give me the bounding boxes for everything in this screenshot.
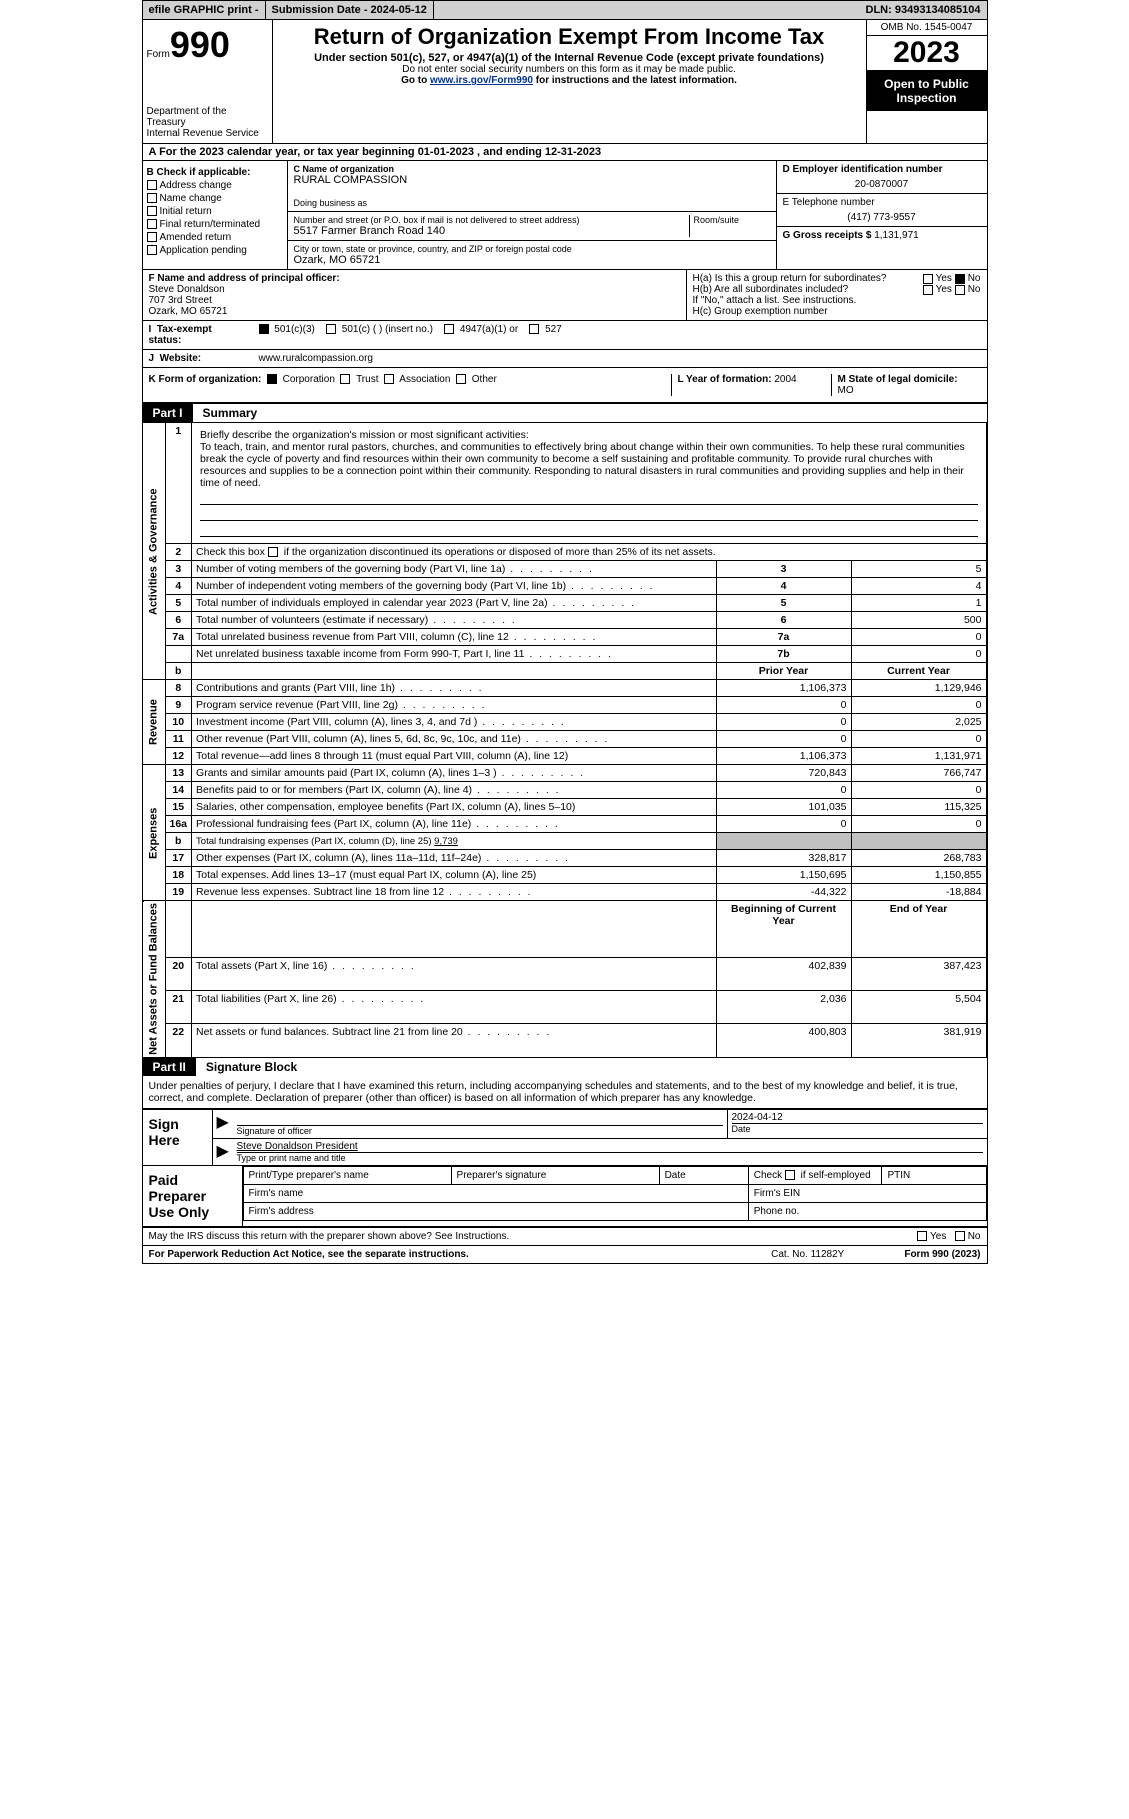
checkbox-trust[interactable] xyxy=(340,374,350,384)
mission-text: To teach, train, and mentor rural pastor… xyxy=(200,441,965,489)
cat-number: Cat. No. 11282Y xyxy=(771,1249,844,1260)
side-label-governance: Activities & Governance xyxy=(143,423,165,680)
checkbox-501c[interactable] xyxy=(326,324,336,334)
line-a: A For the 2023 calendar year, or tax yea… xyxy=(143,144,987,161)
tax-year: 2023 xyxy=(867,36,987,71)
checkbox-initial[interactable] xyxy=(147,206,157,216)
box-b: B Check if applicable: Address change Na… xyxy=(143,161,288,269)
officer-name: Steve Donaldson xyxy=(149,284,680,295)
checkbox-discuss-yes[interactable] xyxy=(917,1231,927,1241)
header-center: Return of Organization Exempt From Incom… xyxy=(273,20,867,143)
efile-label: efile GRAPHIC print - xyxy=(143,1,266,19)
row-j: J Website: www.ruralcompassion.org xyxy=(143,350,987,368)
checkbox-hb-no[interactable] xyxy=(955,285,965,295)
checkbox-ha-yes[interactable] xyxy=(923,274,933,284)
website-value: www.ruralcompassion.org xyxy=(253,350,987,367)
part-1-header: Part I Summary xyxy=(143,404,987,422)
summary-table: Activities & Governance 1 Briefly descri… xyxy=(143,422,987,1058)
checkbox-501c3[interactable] xyxy=(259,324,269,334)
box-l: L Year of formation: 2004 xyxy=(671,374,831,396)
box-c: C Name of organization RURAL COMPASSION … xyxy=(288,161,777,269)
checkbox-amended[interactable] xyxy=(147,232,157,242)
phone-value: (417) 773-9557 xyxy=(783,212,981,223)
form-header: Form990 Department of the Treasury Inter… xyxy=(143,20,987,144)
sig-date: 2024-04-12 xyxy=(732,1112,983,1123)
arrow-icon: ▶ xyxy=(213,1110,233,1138)
ssn-note: Do not enter social security numbers on … xyxy=(277,64,862,75)
checkbox-527[interactable] xyxy=(529,324,539,334)
checkbox-corp[interactable] xyxy=(267,374,277,384)
form-number: 990 xyxy=(170,24,230,65)
row-klm: K Form of organization: Corporation Trus… xyxy=(143,368,987,404)
top-bar: efile GRAPHIC print - Submission Date - … xyxy=(143,1,987,20)
penalties-text: Under penalties of perjury, I declare th… xyxy=(143,1076,987,1109)
form-990-page: efile GRAPHIC print - Submission Date - … xyxy=(142,0,988,1264)
form-ref: Form 990 (2023) xyxy=(904,1249,980,1260)
side-label-netassets: Net Assets or Fund Balances xyxy=(143,901,165,1058)
checkbox-discuss-no[interactable] xyxy=(955,1231,965,1241)
checkbox-name-change[interactable] xyxy=(147,193,157,203)
checkbox-other[interactable] xyxy=(456,374,466,384)
entity-block: B Check if applicable: Address change Na… xyxy=(143,161,987,270)
paid-preparer-block: Paid Preparer Use Only Print/Type prepar… xyxy=(143,1166,987,1228)
dept-irs: Internal Revenue Service xyxy=(147,128,268,139)
box-m: M State of legal domicile:MO xyxy=(831,374,981,396)
org-city: Ozark, MO 65721 xyxy=(294,254,770,266)
dba-label: Doing business as xyxy=(294,198,770,208)
sign-here-block: Sign Here ▶ Signature of officer 2024-04… xyxy=(143,1109,987,1166)
open-inspection: Open to Public Inspection xyxy=(867,71,987,111)
box-k: K Form of organization: Corporation Trus… xyxy=(149,374,671,396)
omb-number: OMB No. 1545-0047 xyxy=(867,20,987,36)
ein-value: 20-0870007 xyxy=(783,179,981,190)
checkbox-hb-yes[interactable] xyxy=(923,285,933,295)
side-label-revenue: Revenue xyxy=(143,680,165,765)
box-d: D Employer identification number 20-0870… xyxy=(777,161,987,269)
discuss-row: May the IRS discuss this return with the… xyxy=(143,1228,987,1246)
org-address: 5517 Farmer Branch Road 140 xyxy=(294,225,685,237)
box-f: F Name and address of principal officer:… xyxy=(143,270,687,320)
arrow-icon: ▶ xyxy=(213,1139,233,1165)
checkbox-assoc[interactable] xyxy=(384,374,394,384)
box-h: H(a) Is this a group return for subordin… xyxy=(687,270,987,320)
checkbox-discontinued[interactable] xyxy=(268,547,278,557)
header-left: Form990 Department of the Treasury Inter… xyxy=(143,20,273,143)
instructions-note: Go to www.irs.gov/Form990 for instructio… xyxy=(277,75,862,86)
officer-signed-name: Steve Donaldson President xyxy=(237,1141,358,1152)
section-f-h: F Name and address of principal officer:… xyxy=(143,270,987,321)
checkbox-self-employed[interactable] xyxy=(785,1170,795,1180)
checkbox-4947[interactable] xyxy=(444,324,454,334)
form-subtitle: Under section 501(c), 527, or 4947(a)(1)… xyxy=(277,52,862,64)
paperwork-notice: For Paperwork Reduction Act Notice, see … xyxy=(149,1249,469,1260)
dept-treasury: Department of the Treasury xyxy=(147,106,268,128)
header-right: OMB No. 1545-0047 2023 Open to Public In… xyxy=(867,20,987,143)
org-name: RURAL COMPASSION xyxy=(294,174,770,186)
footer-line: For Paperwork Reduction Act Notice, see … xyxy=(143,1246,987,1263)
paid-preparer-label: Paid Preparer Use Only xyxy=(143,1166,243,1226)
checkbox-pending[interactable] xyxy=(147,245,157,255)
submission-date: Submission Date - 2024-05-12 xyxy=(266,1,434,19)
dln: DLN: 93493134085104 xyxy=(860,1,987,19)
checkbox-final[interactable] xyxy=(147,219,157,229)
part-2-header: Part II Signature Block xyxy=(143,1058,987,1076)
group-exemption: H(c) Group exemption number xyxy=(693,306,981,317)
irs-link[interactable]: www.irs.gov/Form990 xyxy=(430,75,533,86)
checkbox-ha-no[interactable] xyxy=(955,274,965,284)
side-label-expenses: Expenses xyxy=(143,765,165,901)
gross-receipts: 1,131,971 xyxy=(874,230,919,241)
form-title: Return of Organization Exempt From Incom… xyxy=(277,24,862,50)
checkbox-addr-change[interactable] xyxy=(147,180,157,190)
sign-here-label: Sign Here xyxy=(143,1110,213,1165)
row-i: I Tax-exempt status: 501(c)(3) 501(c) ( … xyxy=(143,321,987,350)
